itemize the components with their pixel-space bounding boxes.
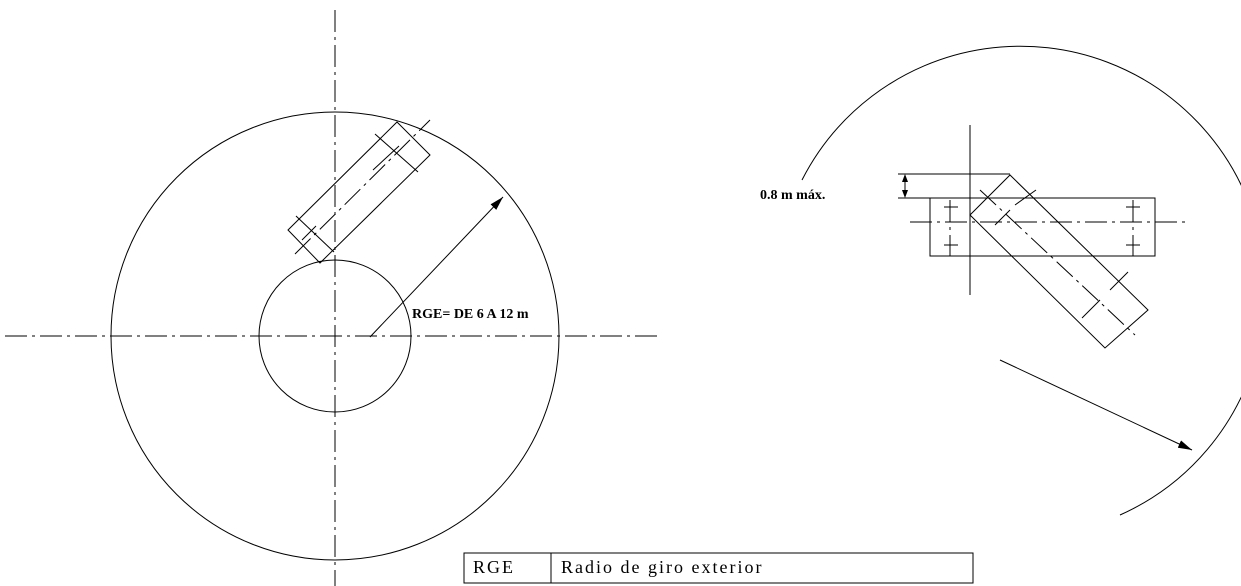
legend-description: Radio de giro exterior xyxy=(561,557,763,577)
radius-label: RGE= DE 6 A 12 m xyxy=(412,307,529,322)
right-view: 0.8 m máx. xyxy=(760,45,1241,516)
legend-table: RGE Radio de giro exterior xyxy=(463,552,974,584)
offset-label: 0.8 m máx. xyxy=(760,188,825,203)
legend-code: RGE xyxy=(473,557,515,577)
left-view: RGE= DE 6 A 12 m xyxy=(5,10,660,586)
